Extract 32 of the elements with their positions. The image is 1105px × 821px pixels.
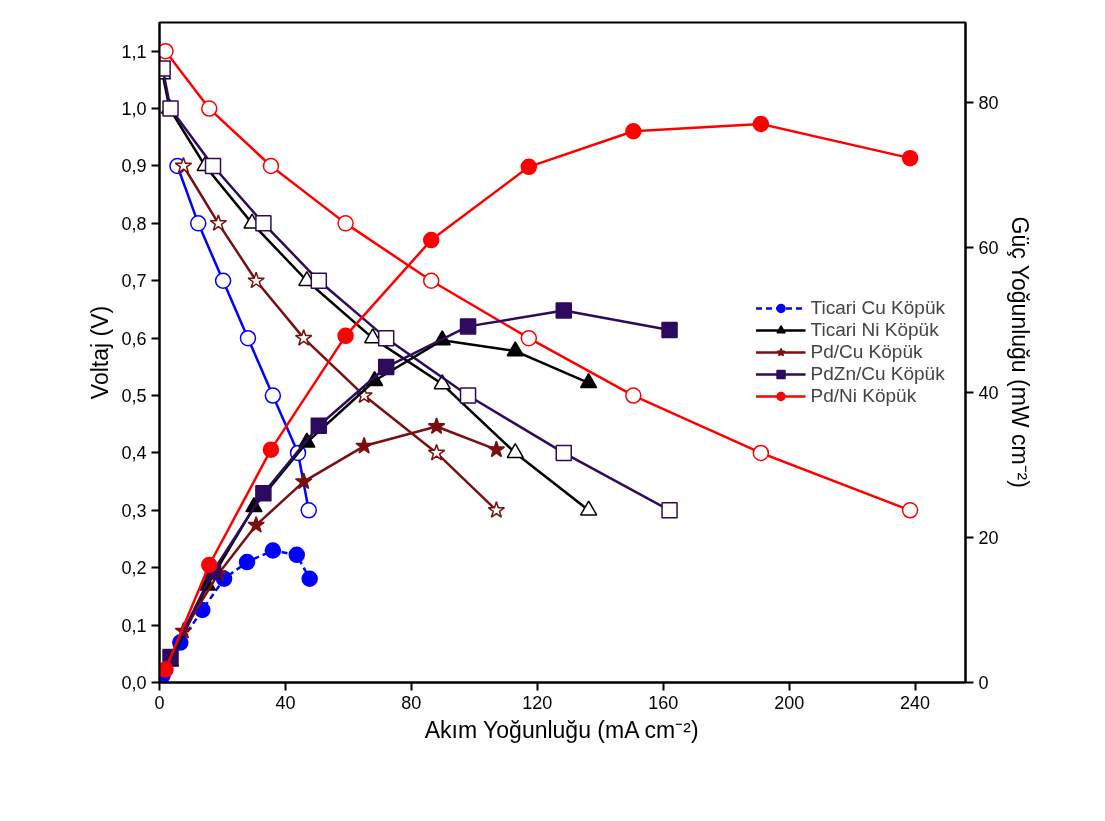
- x-tick-label: 0: [154, 692, 165, 713]
- y2-tick-label: 40: [978, 382, 999, 403]
- y-tick-label: 1,1: [121, 41, 147, 62]
- legend-label: PdZn/Cu Köpük: [810, 363, 945, 385]
- x-tick-label: 240: [900, 692, 931, 713]
- x-tick-label: 40: [275, 692, 296, 713]
- y-tick-label: 0,3: [121, 500, 147, 521]
- x-axis-title: Akım Yoğunluğu (mA cm⁻²): [424, 716, 699, 743]
- x-tick-label: 80: [401, 692, 422, 713]
- legend-label: Ticari Cu Köpük: [810, 297, 945, 319]
- y-tick-label: 0,6: [121, 328, 147, 349]
- y-tick-label: 0,7: [121, 271, 147, 292]
- legend-label: Pd/Ni Köpük: [810, 385, 917, 407]
- y2-tick-label: 0: [978, 673, 989, 693]
- y-axis-title: Voltaj (V): [87, 305, 114, 400]
- y-tick-label: 0,4: [121, 443, 147, 464]
- y2-tick-label: 60: [978, 237, 999, 258]
- y-tick-label: 1,0: [121, 99, 147, 120]
- y-tick-label: 0,9: [121, 156, 147, 177]
- legend-label: Pd/Cu Köpük: [810, 341, 923, 363]
- y2-tick-label: 20: [978, 527, 999, 548]
- y2-tick-label: 80: [978, 92, 999, 113]
- y-tick-label: 0,0: [121, 673, 147, 693]
- x-tick-label: 120: [522, 692, 553, 713]
- y-tick-label: 0,2: [121, 558, 147, 579]
- x-tick-label: 200: [774, 692, 805, 713]
- y2-axis-title: Güç Yoğunluğu (mW cm⁻²): [1006, 216, 1033, 488]
- x-tick-label: 160: [648, 692, 679, 713]
- legend-label: Ticari Ni Köpük: [810, 319, 939, 341]
- y-tick-label: 0,8: [121, 213, 147, 234]
- y-tick-label: 0,1: [121, 615, 147, 636]
- y-tick-label: 0,5: [121, 386, 147, 407]
